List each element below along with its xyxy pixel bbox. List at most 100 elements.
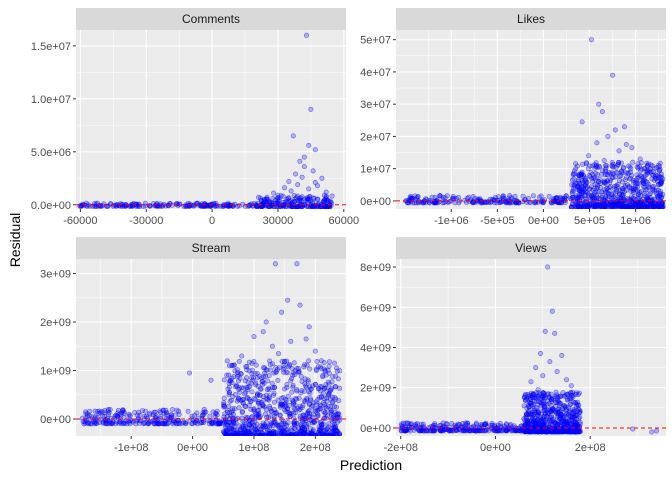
data-point bbox=[289, 389, 295, 395]
data-point bbox=[93, 203, 99, 209]
data-point bbox=[322, 368, 328, 374]
data-point bbox=[294, 387, 300, 393]
x-tick-label: 0e+00 bbox=[528, 215, 559, 227]
data-point bbox=[646, 191, 652, 197]
data-point bbox=[550, 429, 556, 435]
data-point bbox=[224, 372, 230, 378]
x-tick-label: 0e+00 bbox=[480, 442, 511, 454]
data-point bbox=[628, 189, 634, 195]
data-point bbox=[113, 412, 119, 418]
data-point bbox=[318, 419, 324, 425]
data-point bbox=[79, 415, 85, 421]
data-point bbox=[237, 389, 243, 395]
x-tick-label: 30000 bbox=[263, 215, 294, 227]
data-point bbox=[524, 395, 530, 401]
data-point bbox=[290, 400, 296, 406]
data-point bbox=[335, 428, 341, 434]
data-point bbox=[558, 394, 564, 400]
data-point bbox=[580, 188, 586, 194]
data-point bbox=[570, 428, 576, 434]
y-tick-label: 3e+09 bbox=[40, 269, 71, 281]
data-point bbox=[87, 408, 93, 414]
data-point bbox=[334, 419, 340, 425]
data-point bbox=[541, 418, 547, 424]
data-point bbox=[562, 428, 568, 434]
y-tick-label: 4e+07 bbox=[360, 67, 391, 79]
data-point bbox=[504, 428, 510, 434]
data-point bbox=[308, 106, 314, 112]
data-point bbox=[576, 429, 582, 435]
data-point bbox=[228, 425, 234, 431]
x-tick-label: 2e+08 bbox=[300, 442, 331, 454]
data-point bbox=[640, 178, 646, 184]
data-point bbox=[135, 415, 141, 421]
data-point bbox=[233, 420, 239, 426]
data-point bbox=[240, 397, 246, 403]
data-point bbox=[465, 428, 471, 434]
data-point bbox=[553, 421, 559, 427]
data-point bbox=[528, 379, 534, 385]
data-point bbox=[314, 358, 320, 364]
data-point bbox=[531, 200, 537, 206]
facet-strip bbox=[76, 8, 346, 30]
data-point bbox=[473, 422, 479, 428]
data-point bbox=[286, 432, 292, 436]
data-point bbox=[535, 407, 541, 413]
data-point bbox=[594, 186, 600, 192]
data-point bbox=[630, 426, 636, 432]
data-point bbox=[530, 193, 536, 199]
data-point bbox=[92, 408, 98, 414]
data-point bbox=[323, 189, 329, 195]
data-point bbox=[226, 384, 232, 390]
data-point bbox=[635, 161, 641, 167]
data-point bbox=[292, 171, 298, 177]
data-point bbox=[319, 175, 325, 181]
data-point bbox=[269, 343, 275, 349]
facet-strip bbox=[76, 237, 346, 259]
data-point bbox=[527, 426, 533, 432]
data-point bbox=[208, 377, 214, 383]
data-point bbox=[575, 184, 581, 190]
data-point bbox=[531, 428, 537, 434]
data-point bbox=[547, 359, 553, 365]
data-point bbox=[303, 32, 309, 38]
data-point bbox=[252, 424, 258, 430]
data-point bbox=[569, 188, 575, 194]
data-point bbox=[296, 425, 302, 431]
data-point bbox=[309, 418, 315, 424]
data-point bbox=[426, 200, 432, 206]
y-tick-label: 1e+09 bbox=[40, 366, 71, 378]
panel-background bbox=[76, 30, 346, 209]
x-tick-label: 2e+08 bbox=[575, 442, 606, 454]
data-point bbox=[538, 403, 544, 409]
data-point bbox=[596, 101, 602, 107]
data-point bbox=[251, 334, 257, 340]
data-point bbox=[649, 429, 655, 435]
data-point bbox=[285, 297, 291, 303]
data-point bbox=[106, 411, 112, 417]
data-point bbox=[458, 424, 464, 430]
y-tick-label: 4e+09 bbox=[360, 343, 391, 355]
data-point bbox=[577, 172, 583, 178]
data-point bbox=[568, 421, 574, 427]
data-point bbox=[540, 390, 546, 396]
data-point bbox=[273, 409, 279, 415]
data-point bbox=[612, 184, 618, 190]
data-point bbox=[649, 163, 655, 169]
data-point bbox=[97, 408, 103, 414]
data-point bbox=[304, 195, 310, 201]
data-point bbox=[221, 399, 227, 405]
data-point bbox=[201, 420, 207, 426]
data-point bbox=[289, 366, 295, 372]
data-point bbox=[446, 199, 452, 205]
data-point bbox=[629, 145, 635, 151]
data-point bbox=[650, 169, 656, 175]
data-point bbox=[619, 179, 625, 185]
data-point bbox=[291, 415, 297, 421]
data-point bbox=[305, 199, 311, 205]
data-point bbox=[286, 361, 292, 367]
data-point bbox=[571, 183, 577, 189]
data-point bbox=[638, 204, 644, 209]
data-point bbox=[579, 178, 585, 184]
data-point bbox=[160, 421, 166, 427]
